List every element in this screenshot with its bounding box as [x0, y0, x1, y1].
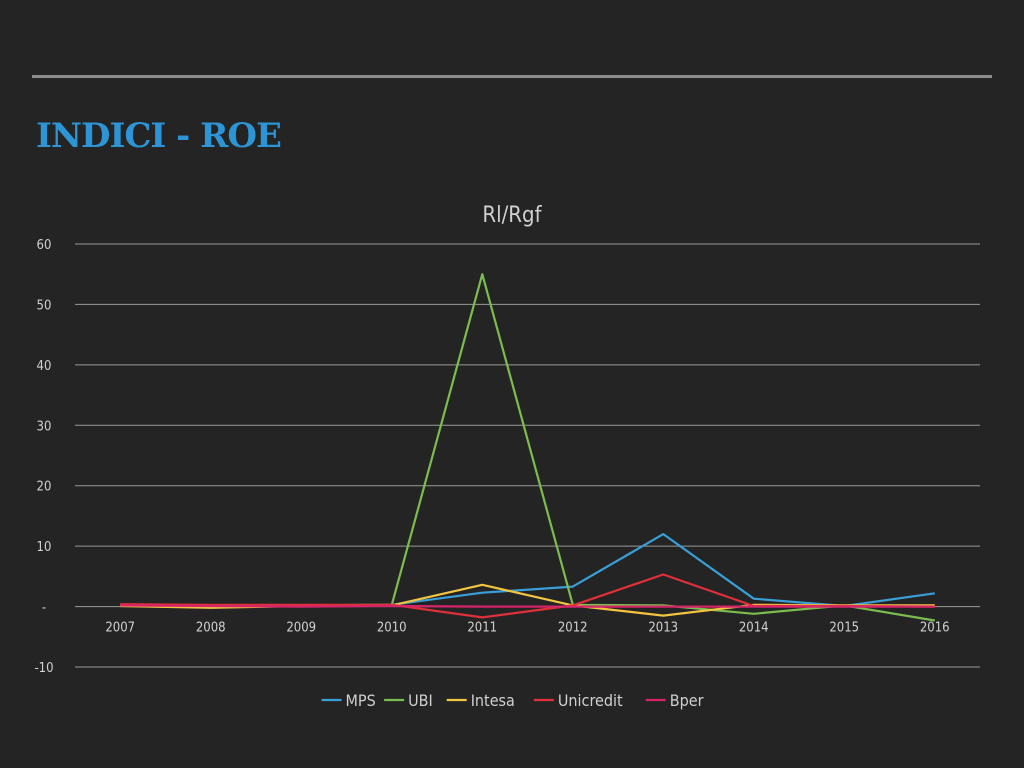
legend-label: MPS — [346, 691, 376, 710]
x-tick-label: 2014 — [739, 621, 769, 636]
y-tick-label: 10 — [37, 540, 52, 555]
series-lines — [120, 273, 935, 622]
slide-title: INDICI - ROE — [36, 116, 282, 156]
legend-label: Bper — [670, 691, 704, 710]
series-line-bper — [120, 604, 935, 608]
y-tick-label: 30 — [37, 419, 52, 434]
y-tick-label: 20 — [37, 480, 52, 495]
x-tick-label: 2007 — [105, 621, 135, 636]
x-tick-label: 2015 — [829, 621, 859, 636]
x-tick-label: 2012 — [558, 621, 588, 636]
legend-label: Intesa — [471, 691, 515, 710]
y-tick-label: 50 — [37, 298, 52, 313]
y-tick-label: 60 — [37, 238, 52, 253]
series-line-ubi — [120, 273, 935, 622]
x-axis-ticks: 2007 2008 2009 2010 2011 2012 2013 2014 2015 2016 — [105, 621, 949, 636]
x-tick-label: 2008 — [196, 621, 226, 636]
legend-label: Unicredit — [558, 691, 623, 710]
grid-lines — [75, 243, 980, 668]
y-tick-label: - — [42, 601, 46, 616]
chart-title: Rl/Rgf — [482, 203, 542, 228]
x-tick-label: 2011 — [467, 621, 497, 636]
top-divider — [32, 75, 992, 78]
legend-label: UBI — [408, 691, 433, 710]
x-tick-label: 2010 — [377, 621, 407, 636]
y-tick-label: 40 — [37, 359, 52, 374]
x-tick-label: 2016 — [920, 621, 950, 636]
legend: MPS UBI Intesa Unicredit Bper — [321, 691, 704, 710]
y-tick-label: -10 — [34, 661, 53, 676]
x-tick-label: 2013 — [648, 621, 678, 636]
x-tick-label: 2009 — [286, 621, 316, 636]
